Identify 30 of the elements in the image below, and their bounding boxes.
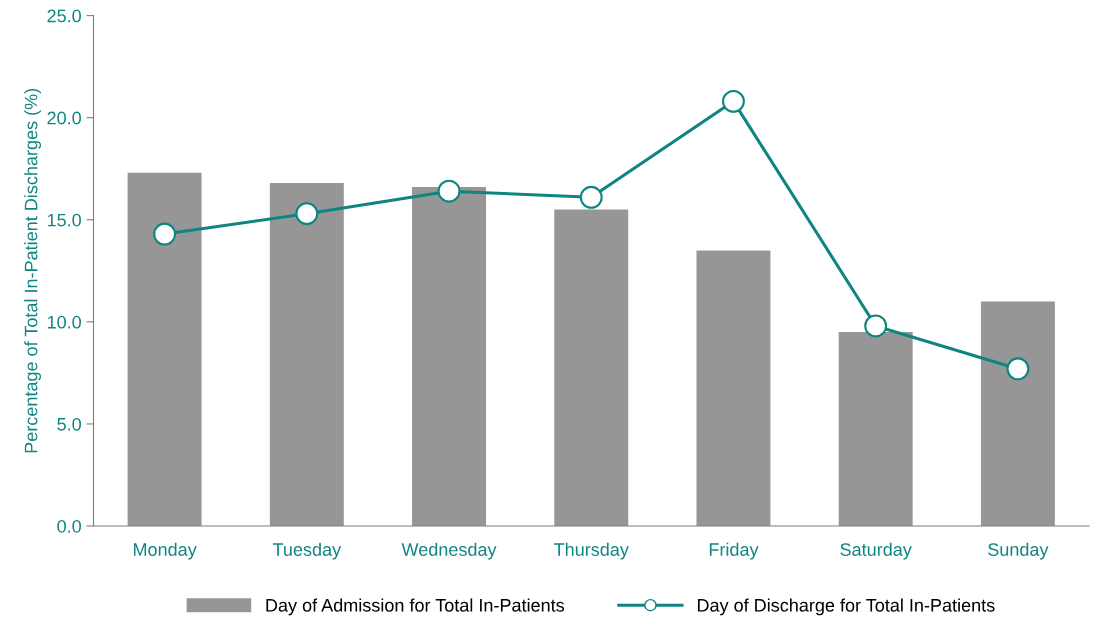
x-tick-label: Saturday xyxy=(840,542,912,560)
point xyxy=(153,222,177,246)
y-tick-label: 5.0 xyxy=(57,417,81,431)
x-tick-label: Thursday xyxy=(554,542,629,560)
point xyxy=(722,89,745,113)
legend-label: Day of Admission for Total In-Patients xyxy=(266,598,565,616)
point xyxy=(437,179,461,203)
bar xyxy=(269,183,344,527)
point xyxy=(864,314,888,338)
x-tick-label: Monday xyxy=(133,542,197,560)
bar xyxy=(838,332,913,527)
bar xyxy=(980,301,1055,527)
y-axis-title: Percentage of Total In-Patient Discharges (%) xyxy=(24,88,41,453)
x-tick-label: Tuesday xyxy=(272,542,342,560)
bar xyxy=(554,209,629,527)
x-tick-label: Friday xyxy=(709,542,759,560)
point xyxy=(579,185,603,209)
x-tick-label: Wednesday xyxy=(401,542,497,560)
y-tick-label: 25.0 xyxy=(47,9,81,23)
y-tick-label: 20.0 xyxy=(47,111,81,125)
y-tick-label: 0.0 xyxy=(57,519,81,533)
y-tick-label: 15.0 xyxy=(47,213,81,227)
y-tick-label: 10.0 xyxy=(47,315,81,329)
bar xyxy=(412,187,487,527)
point xyxy=(295,202,319,226)
legend-label: Day of Discharge for Total In-Patients xyxy=(697,598,995,616)
x-tick-label: Sunday xyxy=(988,542,1049,560)
point xyxy=(1006,357,1030,381)
bar xyxy=(127,172,202,527)
bar xyxy=(696,250,771,527)
